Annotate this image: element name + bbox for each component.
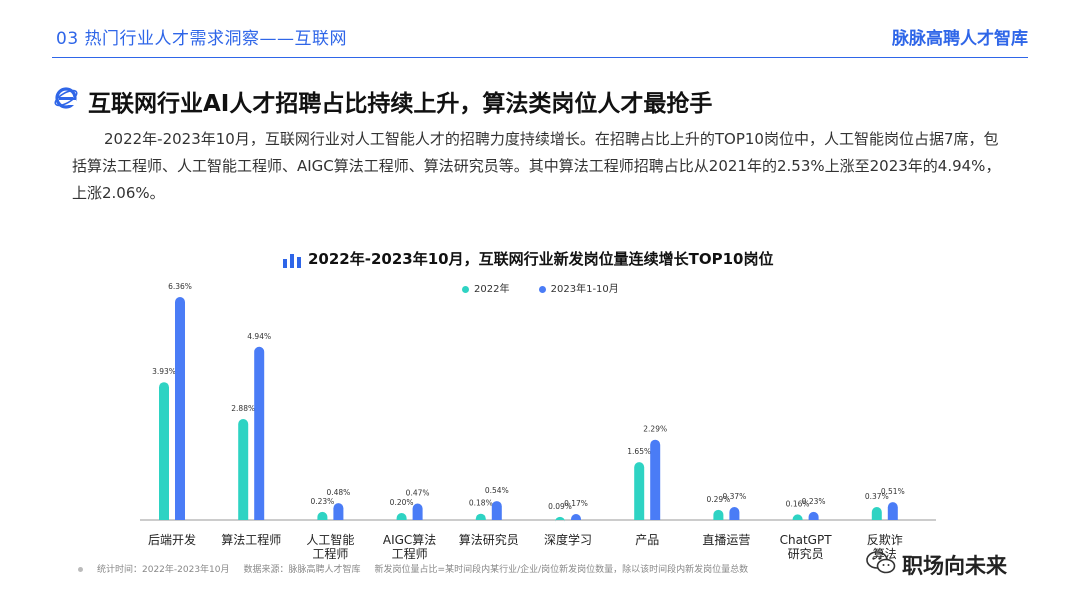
data-label-2023-1: 4.94%: [247, 332, 271, 341]
bar-2022-7: [713, 509, 724, 520]
legend-item-2022: 2022年: [462, 280, 509, 295]
watermark-text: 职场向未来: [902, 554, 1007, 578]
bar-2023-9: [887, 502, 898, 520]
bar-2022-5: [555, 516, 565, 522]
bar-2023-1: [254, 346, 265, 520]
category-label-2-line2: 工程师: [312, 546, 348, 561]
category-label-6: 产品: [635, 533, 659, 547]
internet-explorer-icon: [54, 87, 78, 109]
legend-item-2023: 2023年1-10月: [538, 280, 619, 295]
section-title: 03 热门行业人才需求洞察——互联网: [56, 29, 348, 49]
category-label-3: AIGC算法: [383, 532, 436, 547]
data-label-2022-2: 0.23%: [310, 497, 334, 506]
bar-2023-0: [175, 297, 185, 520]
data-label-2022-4: 0.18%: [469, 499, 493, 508]
header: 03 热门行业人才需求洞察——互联网 脉脉高聘人才智库: [0, 0, 1080, 62]
data-label-2022-7: 0.29%: [706, 495, 730, 504]
bar-2022-6: [634, 462, 645, 520]
category-label-1: 算法工程师: [221, 532, 281, 547]
data-label-2022-6: 1.65%: [627, 447, 651, 456]
footnote-time: 统计时间：2022年-2023年10月: [97, 565, 230, 575]
intro-paragraph: 2022年-2023年10月，互联网行业对人工智能人才的招聘力度持续增长。在招聘…: [72, 130, 1001, 202]
headline: 互联网行业AI人才招聘占比持续上升，算法类岗位人才最抢手: [88, 91, 713, 117]
chart-title: 2022年-2023年10月，互联网行业新发岗位量连续增长TOP10岗位: [308, 250, 774, 268]
footnote: 统计时间：2022年-2023年10月 数据来源：脉脉高聘人才智库 新发岗位量占比=…: [78, 562, 762, 575]
legend-marker-2023: [538, 285, 546, 293]
bar-2023-3: [412, 503, 423, 520]
wechat-icon: [866, 551, 896, 574]
category-label-8-line2: 研究员: [788, 546, 824, 561]
legend-label-2023: 2023年1-10月: [550, 284, 619, 295]
bar-chart-icon: [283, 254, 301, 268]
bar-2023-8: [808, 511, 819, 520]
data-label-2022-3: 0.20%: [390, 498, 414, 507]
bar-2023-6: [650, 439, 661, 520]
category-label-5: 深度学习: [544, 532, 592, 547]
category-label-3-line2: 工程师: [392, 546, 428, 561]
data-label-2023-7: 0.37%: [722, 492, 746, 501]
category-label-7: 直播运营: [702, 533, 750, 547]
bar-2023-2: [333, 503, 344, 520]
bar-2023-7: [729, 507, 740, 520]
chart-legend: 2022年 2023年1-10月: [462, 280, 645, 295]
category-label-0: 后端开发: [148, 532, 196, 547]
bar-2022-2: [317, 511, 328, 520]
chart-area: 2022年-2023年10月，互联网行业新发岗位量连续增长TOP10岗位 202…: [0, 240, 1080, 608]
category-label-9: 反欺诈: [867, 533, 903, 547]
data-label-2022-5: 0.09%: [548, 502, 572, 511]
brand-name: 脉脉高聘人才智库: [892, 29, 1028, 49]
footnote-definition: 新发岗位量占比=某时间段内某行业/企业/岗位新发岗位数量，除以该时间段内新发岗位…: [374, 565, 749, 575]
bar-2022-0: [159, 382, 169, 520]
data-label-2023-0: 6.36%: [168, 282, 192, 291]
data-label-2023-3: 0.47%: [406, 489, 430, 498]
footnote-dot: [78, 567, 83, 572]
bar-2022-8: [792, 514, 803, 520]
data-label-2023-4: 0.54%: [485, 486, 509, 495]
data-label-2023-5: 0.17%: [564, 499, 588, 508]
category-label-4: 算法研究员: [459, 532, 519, 547]
data-label-2023-8: 0.23%: [802, 497, 826, 506]
legend-label-2022: 2022年: [474, 284, 510, 295]
bar-2023-5: [571, 514, 581, 520]
data-label-2022-9: 0.37%: [865, 492, 889, 501]
bar-2022-9: [871, 507, 882, 520]
data-label-2022-1: 2.88%: [231, 404, 255, 413]
data-label-2022-8: 0.16%: [786, 499, 810, 508]
bar-2023-4: [491, 501, 502, 520]
data-label-2022-0: 3.93%: [152, 367, 176, 376]
data-label-2023-6: 2.29%: [643, 425, 667, 434]
legend-marker-2022: [462, 285, 469, 293]
category-label-8: ChatGPT: [780, 533, 833, 547]
data-label-2023-2: 0.48%: [326, 488, 350, 497]
bar-2022-4: [475, 513, 486, 520]
category-label-9-line2: 算法: [873, 546, 897, 561]
header-divider: [52, 57, 1028, 58]
data-label-2023-9: 0.51%: [881, 487, 905, 496]
bar-chart: 3.93%6.36%后端开发2.88%4.94%算法工程师0.23%0.48%人…: [140, 282, 936, 561]
bar-2022-1: [238, 419, 249, 520]
category-label-2: 人工智能: [306, 532, 354, 547]
footnote-source: 数据来源：脉脉高聘人才智库: [243, 565, 361, 575]
bar-2022-3: [396, 512, 407, 520]
